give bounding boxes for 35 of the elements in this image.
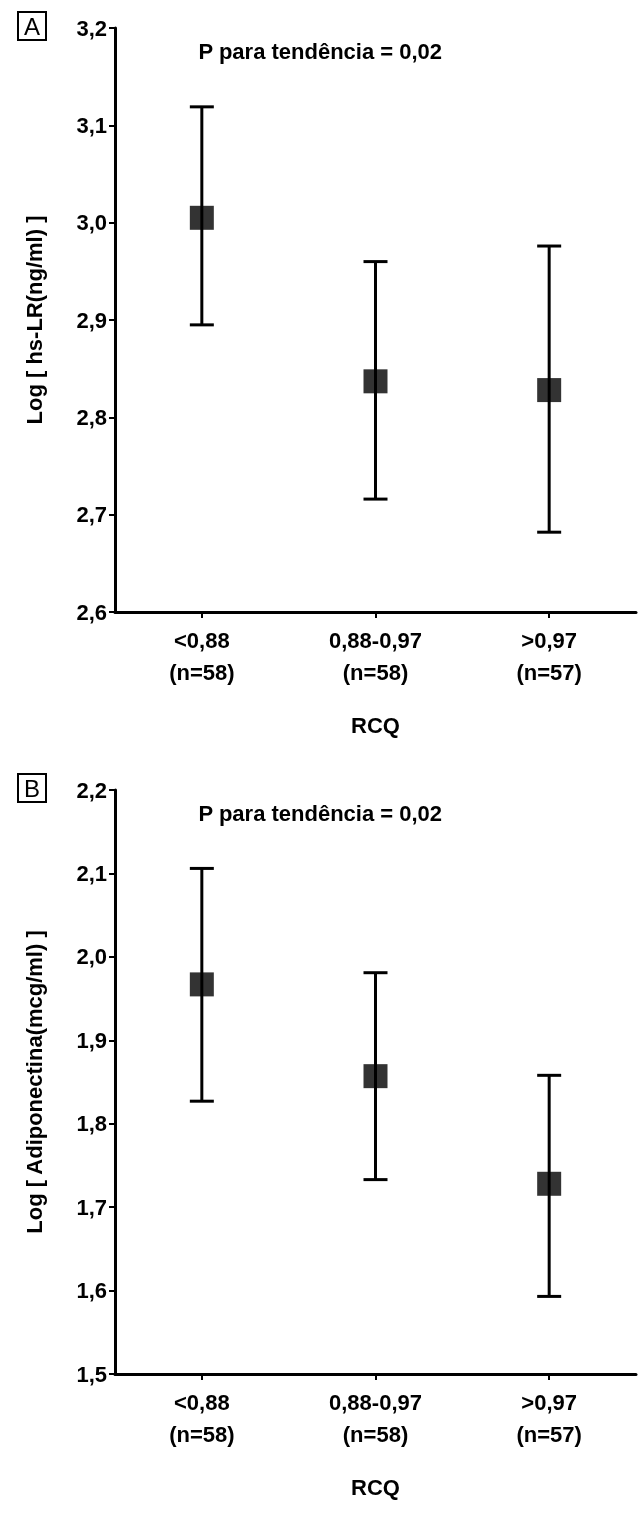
y-tick-label: 1,5 xyxy=(76,1361,107,1387)
y-tick-label: 2,9 xyxy=(76,307,107,333)
y-tick-label: 1,6 xyxy=(76,1278,107,1304)
y-tick-label: 3,1 xyxy=(76,112,107,138)
point xyxy=(189,205,214,230)
chart-title: A xyxy=(24,12,41,40)
y-tick-label: 2,7 xyxy=(76,502,107,528)
x-tick-label: >0,97 (n=57) xyxy=(516,627,582,685)
point xyxy=(363,369,388,394)
x-tick-label: 0,88-0,97 (n=58) xyxy=(329,627,422,685)
point xyxy=(189,972,214,997)
y-tick-label: 2,2 xyxy=(76,777,107,803)
y-tick-label: 2,6 xyxy=(76,599,107,625)
annotation: P para tendência = 0,02 xyxy=(198,38,443,64)
x-axis-title: RCQ xyxy=(351,712,400,738)
chart-title: B xyxy=(24,774,41,802)
y-axis-title: Log [ hs-LR(ng/ml) ] xyxy=(21,215,47,425)
y-tick-label: 2,1 xyxy=(76,860,107,886)
x-tick-label: <0,88 (n=58) xyxy=(169,1389,235,1447)
y-tick-label: 3,0 xyxy=(76,210,107,236)
point xyxy=(537,378,562,403)
y-axis-title: Log [ Adiponectina(mcg/ml) ] xyxy=(21,930,47,1234)
x-tick-label: 0,88-0,97 (n=58) xyxy=(329,1389,422,1447)
point xyxy=(537,1171,562,1196)
point xyxy=(363,1064,388,1089)
x-tick-label: >0,97 (n=57) xyxy=(516,1389,582,1447)
y-tick-label: 1,9 xyxy=(76,1027,107,1053)
x-axis-title: RCQ xyxy=(351,1474,400,1500)
y-tick-label: 2,0 xyxy=(76,944,107,970)
y-tick-label: 1,8 xyxy=(76,1111,107,1137)
x-tick-label: <0,88 (n=58) xyxy=(169,627,235,685)
annotation: P para tendência = 0,02 xyxy=(198,800,443,826)
y-tick-label: 2,8 xyxy=(76,404,107,430)
y-tick-label: 1,7 xyxy=(76,1194,107,1220)
y-tick-label: 3,2 xyxy=(76,15,107,41)
